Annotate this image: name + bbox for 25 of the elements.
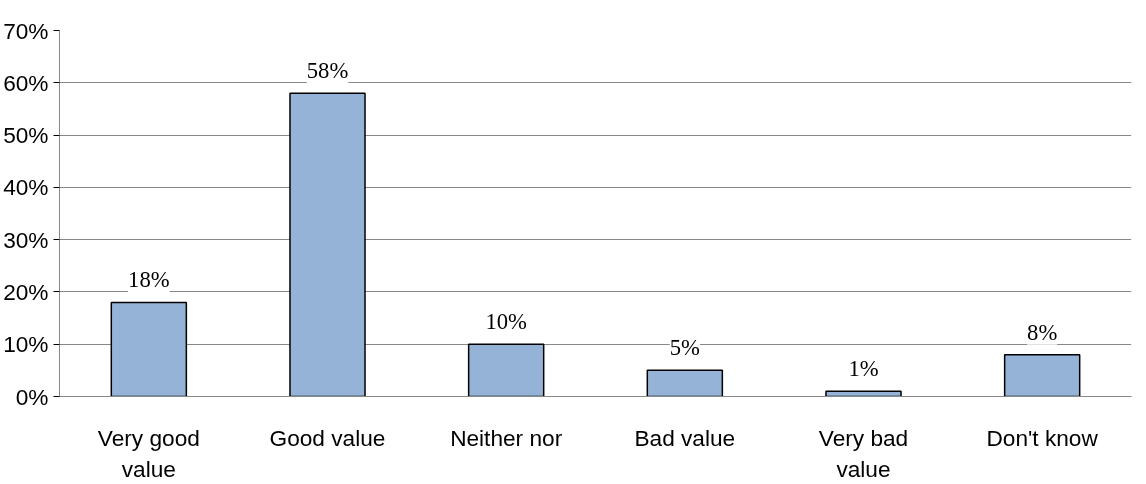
data-label: 18%: [128, 267, 170, 293]
x-tick-label: Don't know: [986, 424, 1099, 451]
y-tick-label: 60%: [3, 69, 49, 96]
bar: [467, 343, 545, 397]
y-tick-label: 20%: [3, 278, 49, 305]
data-label: 58%: [306, 58, 349, 84]
data-label: 1%: [848, 356, 879, 382]
data-label: 5%: [669, 335, 701, 361]
bar: [1003, 353, 1081, 397]
bar: [646, 369, 724, 397]
y-tick-label: 40%: [3, 174, 49, 201]
y-tick-label: 10%: [3, 331, 49, 358]
x-tick-label: Very good value: [97, 424, 200, 482]
bar: [110, 301, 188, 397]
x-tick-label: Neither nor: [450, 424, 563, 451]
bar: [289, 92, 366, 397]
data-label: 10%: [485, 309, 528, 335]
y-tick-label: 0%: [15, 383, 49, 410]
x-tick-label: Good value: [269, 424, 386, 451]
x-tick-label: Very bad value: [818, 424, 909, 482]
y-tick-label: 30%: [3, 226, 49, 253]
data-label: 8%: [1027, 319, 1058, 345]
y-tick-label: 70%: [3, 17, 49, 44]
x-tick-label: Bad value: [634, 424, 736, 451]
y-tick-label: 50%: [3, 122, 49, 149]
